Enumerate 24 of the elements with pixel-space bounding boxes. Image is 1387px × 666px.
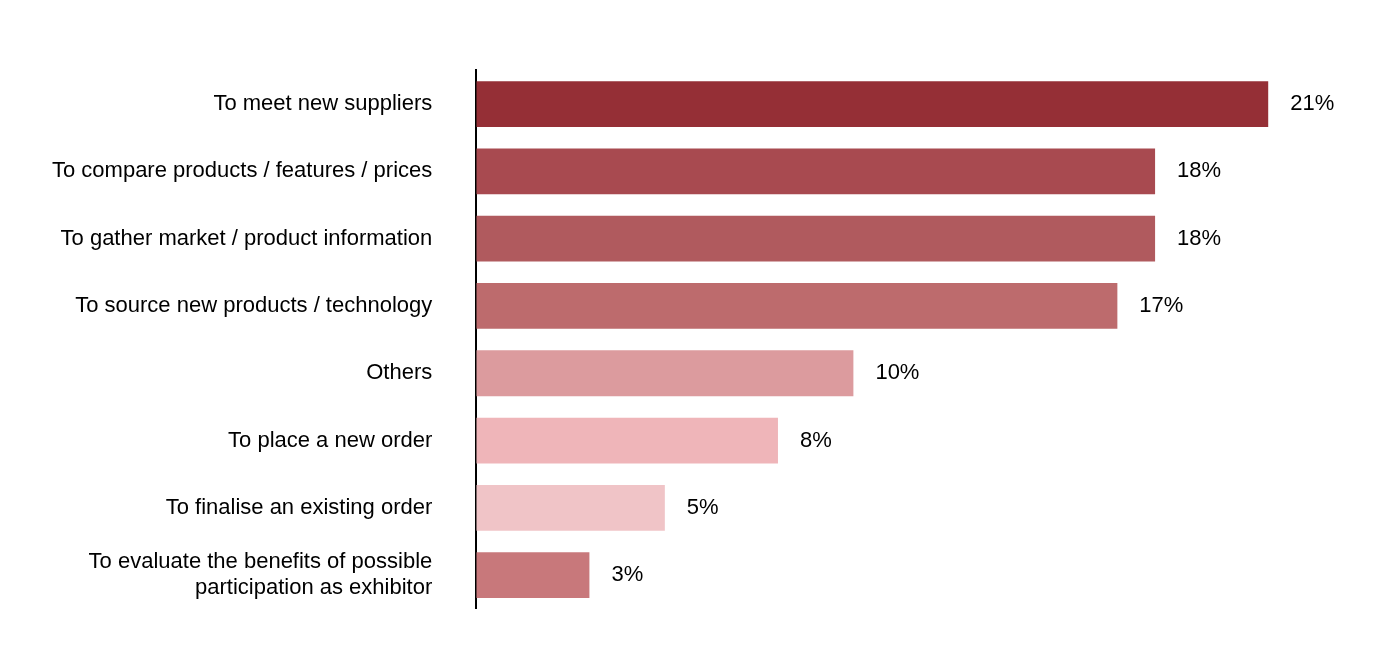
data-label: 5% <box>686 493 719 519</box>
y-tick-label: To meet new suppliers <box>213 90 433 116</box>
data-label: 21% <box>1290 90 1335 116</box>
bar <box>476 417 778 464</box>
data-label: 17% <box>1139 292 1184 318</box>
data-label: 18% <box>1177 224 1222 250</box>
y-tick-label: To place a new order <box>228 426 433 452</box>
y-tick-label: To gather market / product information <box>60 224 433 250</box>
data-label: 8% <box>799 426 832 452</box>
bar <box>476 484 665 531</box>
y-tick-label: To source new products / technology <box>75 292 433 318</box>
bar <box>476 283 1118 329</box>
y-tick-label: To evaluate the benefits of possible participation as exhibitor <box>88 548 433 600</box>
bar <box>476 552 590 599</box>
data-label: 18% <box>1177 157 1222 183</box>
data-label: 3% <box>611 561 644 587</box>
data-label: 10% <box>875 359 920 385</box>
bar <box>476 81 1269 127</box>
y-tick-label: To finalise an existing order <box>165 493 433 519</box>
bar <box>476 350 854 397</box>
bar <box>476 148 1156 195</box>
bar <box>476 215 1156 262</box>
y-tick-label: Others <box>366 359 433 385</box>
y-tick-label: To compare products / features / prices <box>51 157 433 183</box>
